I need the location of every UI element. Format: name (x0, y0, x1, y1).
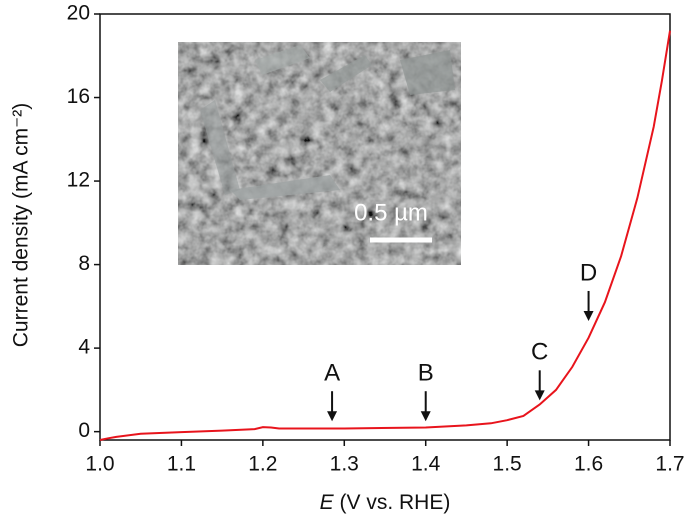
annotation-arrowhead (327, 411, 338, 422)
annotation-label: B (418, 360, 434, 387)
y-tick-label: 0 (78, 419, 90, 442)
y-tick-label: 20 (67, 2, 90, 25)
x-tick-label: 1.7 (655, 453, 684, 476)
data-line (99, 30, 671, 441)
annotation-label: D (580, 259, 597, 286)
scale-bar-label: 0.5 µm (354, 199, 428, 226)
x-tick-label: 1.6 (574, 453, 603, 476)
y-tick-label: 4 (78, 336, 90, 359)
inset-image (178, 42, 461, 265)
y-tick-label: 8 (78, 252, 90, 275)
annotation-arrowhead (583, 310, 594, 321)
x-axis-symbol: E (320, 491, 335, 514)
x-axis-label: E (V vs. RHE) (320, 491, 451, 514)
annotation-label: A (324, 360, 340, 387)
x-axis-unit: (V vs. RHE) (340, 491, 451, 514)
x-tick-label: 1.4 (411, 453, 441, 476)
annotation-arrowhead (534, 390, 545, 401)
y-axis-label: Current density (mA cm⁻²) (10, 103, 33, 347)
x-tick-label: 1.3 (330, 453, 359, 476)
x-tick-label: 1.5 (493, 453, 522, 476)
x-tick-label: 1.2 (248, 453, 277, 476)
annotation-arrowhead (420, 411, 431, 422)
x-tick-label: 1.1 (167, 453, 196, 476)
x-tick-label: 1.0 (85, 453, 114, 476)
y-tick-label: 12 (67, 169, 90, 192)
y-tick-label: 16 (67, 85, 90, 108)
annotation-label: C (531, 339, 548, 366)
plot-frame (99, 13, 671, 441)
